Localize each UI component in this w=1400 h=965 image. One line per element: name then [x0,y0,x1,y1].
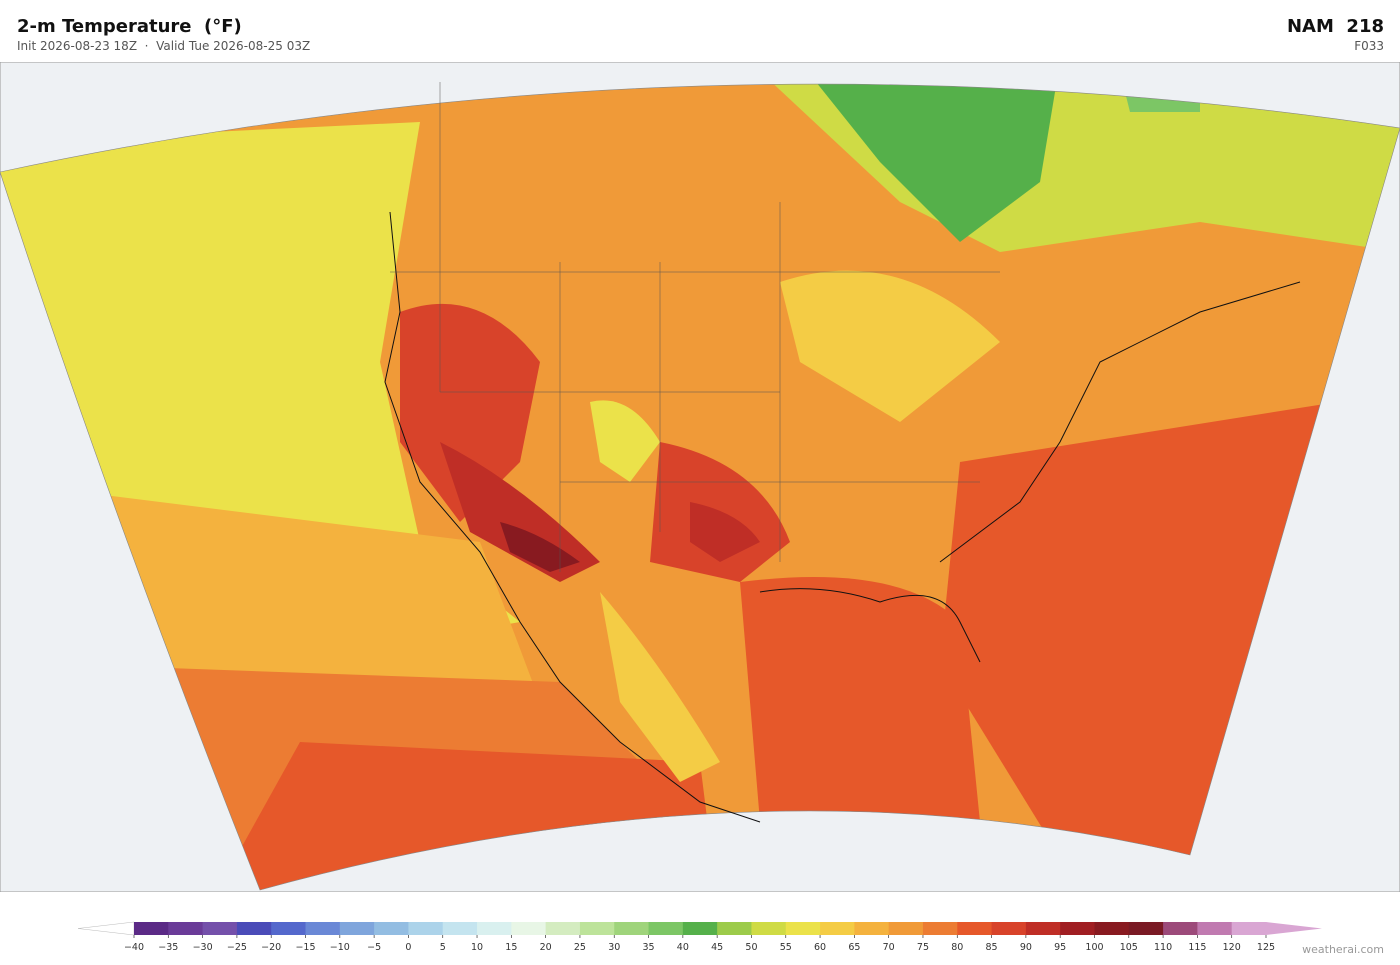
tick-label: 85 [986,942,998,953]
tick-label: 15 [505,942,517,953]
tick-label: 120 [1223,942,1241,953]
tick-label: −30 [193,942,213,953]
tick-label: 20 [540,942,552,953]
borders [390,82,1000,572]
tick-label: 60 [814,942,826,953]
tick-label: −20 [261,942,281,953]
colorbar-segment [682,922,718,935]
tick-label: −40 [124,942,144,953]
colorbar-segment [305,922,341,935]
tick-label: 35 [642,942,654,953]
tick-label: 95 [1054,942,1066,953]
colorbar-segment [785,922,821,935]
colorbar-segment [648,922,684,935]
title: 2-m Temperature (°F) [17,16,242,37]
colorbar-segment [442,922,478,935]
tick-label: −35 [158,942,178,953]
watermark: weatherai.com [1302,943,1384,956]
colorbar-segment [1128,922,1164,935]
tick-label: 0 [405,942,411,953]
colorbar-segment [957,922,993,935]
colorbar-segment [168,922,204,935]
colorbar-segment [202,922,238,935]
tick-label: 30 [608,942,620,953]
tick-label: 90 [1020,942,1032,953]
colorbar-segment [888,922,924,935]
colorbar-segment [1025,922,1061,935]
colorbar-segment [991,922,1027,935]
colorbar-segment [271,922,307,935]
tick-label: 75 [917,942,929,953]
colorbar-segment [134,922,169,935]
colorbar-segment [1060,922,1095,935]
colorbar-segment [751,922,787,935]
colorbar-segment [511,922,547,935]
tick-label: 80 [951,942,963,953]
colorbar-segment [477,922,512,935]
tick-label: −10 [330,942,350,953]
tick-label: 115 [1188,942,1206,953]
colorbar-extend-under [77,921,135,936]
tick-label: 70 [883,942,895,953]
tick-label: 10 [471,942,483,953]
tick-label: 25 [574,942,586,953]
subtitle: Init 2026-08-23 18Z · Valid Tue 2026-08-… [17,39,311,53]
map [0,62,1400,892]
colorbar-segment [922,922,958,935]
colorbar-segment [236,922,272,935]
colorbar-segment [1163,922,1198,935]
coastline [384,211,1301,823]
colorbar-segment [717,922,752,935]
colorbar-segment [545,922,581,935]
colorbar: −40 −35 −30 −25 −20 −15 −10 −5 0 5 10 15 20 25 30 35 40 4… [77,921,1322,953]
tick-label: −5 [367,942,381,953]
colorbar-segment [1197,922,1233,935]
tick-label: −15 [295,942,315,953]
model-label: NAM 218 [1286,16,1384,37]
tick-label: 5 [440,942,446,953]
colorbar-segment [579,922,615,935]
colorbar-segment [854,922,890,935]
tick-label: −25 [227,942,247,953]
colorbar-segment [339,922,375,935]
tick-label: 50 [745,942,757,953]
tick-label: 110 [1154,942,1172,953]
colorbar-segment [820,922,855,935]
tick-label: 55 [780,942,792,953]
colorbar-segment [374,922,409,935]
colorbar-segment [1231,922,1267,935]
tick-label: 100 [1085,942,1103,953]
colorbar-segment [1094,922,1130,935]
domain-outline [0,83,1400,891]
colorbar-segment [408,922,444,935]
tick-label: 105 [1120,942,1138,953]
colorbar-extend-over [1266,922,1322,935]
tick-label: 40 [677,942,689,953]
tick-label: 45 [711,942,723,953]
tick-label: 125 [1257,942,1275,953]
forecast-hour: F033 [1354,39,1384,53]
colorbar-segment [614,922,650,935]
tick-label: 65 [848,942,860,953]
